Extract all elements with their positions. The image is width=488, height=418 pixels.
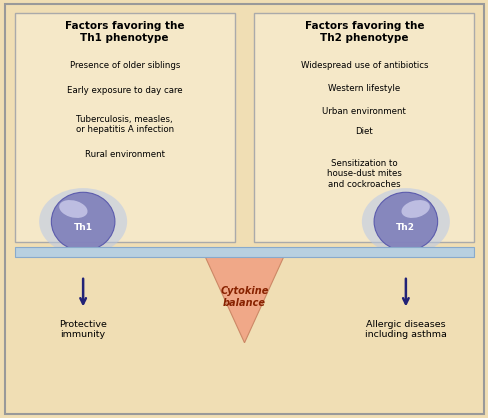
- Ellipse shape: [51, 192, 115, 251]
- Polygon shape: [205, 257, 283, 343]
- FancyBboxPatch shape: [15, 13, 234, 242]
- Ellipse shape: [361, 188, 449, 255]
- Text: Urban environment: Urban environment: [322, 107, 406, 116]
- Text: Protective
immunity: Protective immunity: [59, 320, 107, 339]
- Text: Presence of older siblings: Presence of older siblings: [69, 61, 180, 70]
- Text: Early exposure to day care: Early exposure to day care: [67, 86, 182, 95]
- FancyBboxPatch shape: [254, 13, 473, 242]
- Ellipse shape: [373, 192, 437, 251]
- Text: Factors favoring the
Th2 phenotype: Factors favoring the Th2 phenotype: [304, 21, 423, 43]
- FancyBboxPatch shape: [5, 4, 483, 414]
- Text: Allergic diseases
including asthma: Allergic diseases including asthma: [364, 320, 446, 339]
- Text: Cytokine
balance: Cytokine balance: [220, 286, 268, 308]
- Text: Th1: Th1: [74, 223, 92, 232]
- FancyBboxPatch shape: [15, 247, 473, 257]
- Text: Rural environment: Rural environment: [84, 150, 164, 160]
- Text: Th2: Th2: [396, 223, 414, 232]
- Ellipse shape: [401, 200, 429, 218]
- Text: Diet: Diet: [355, 127, 372, 137]
- Ellipse shape: [39, 188, 127, 255]
- Ellipse shape: [59, 200, 87, 218]
- Text: Widespread use of antibiotics: Widespread use of antibiotics: [300, 61, 427, 70]
- Text: Western lifestyle: Western lifestyle: [327, 84, 400, 93]
- Text: Factors favoring the
Th1 phenotype: Factors favoring the Th1 phenotype: [65, 21, 184, 43]
- Text: Sensitization to
house-dust mites
and cockroaches: Sensitization to house-dust mites and co…: [326, 159, 401, 189]
- Text: Tuberculosis, measles,
or hepatitis A infection: Tuberculosis, measles, or hepatitis A in…: [76, 115, 173, 134]
